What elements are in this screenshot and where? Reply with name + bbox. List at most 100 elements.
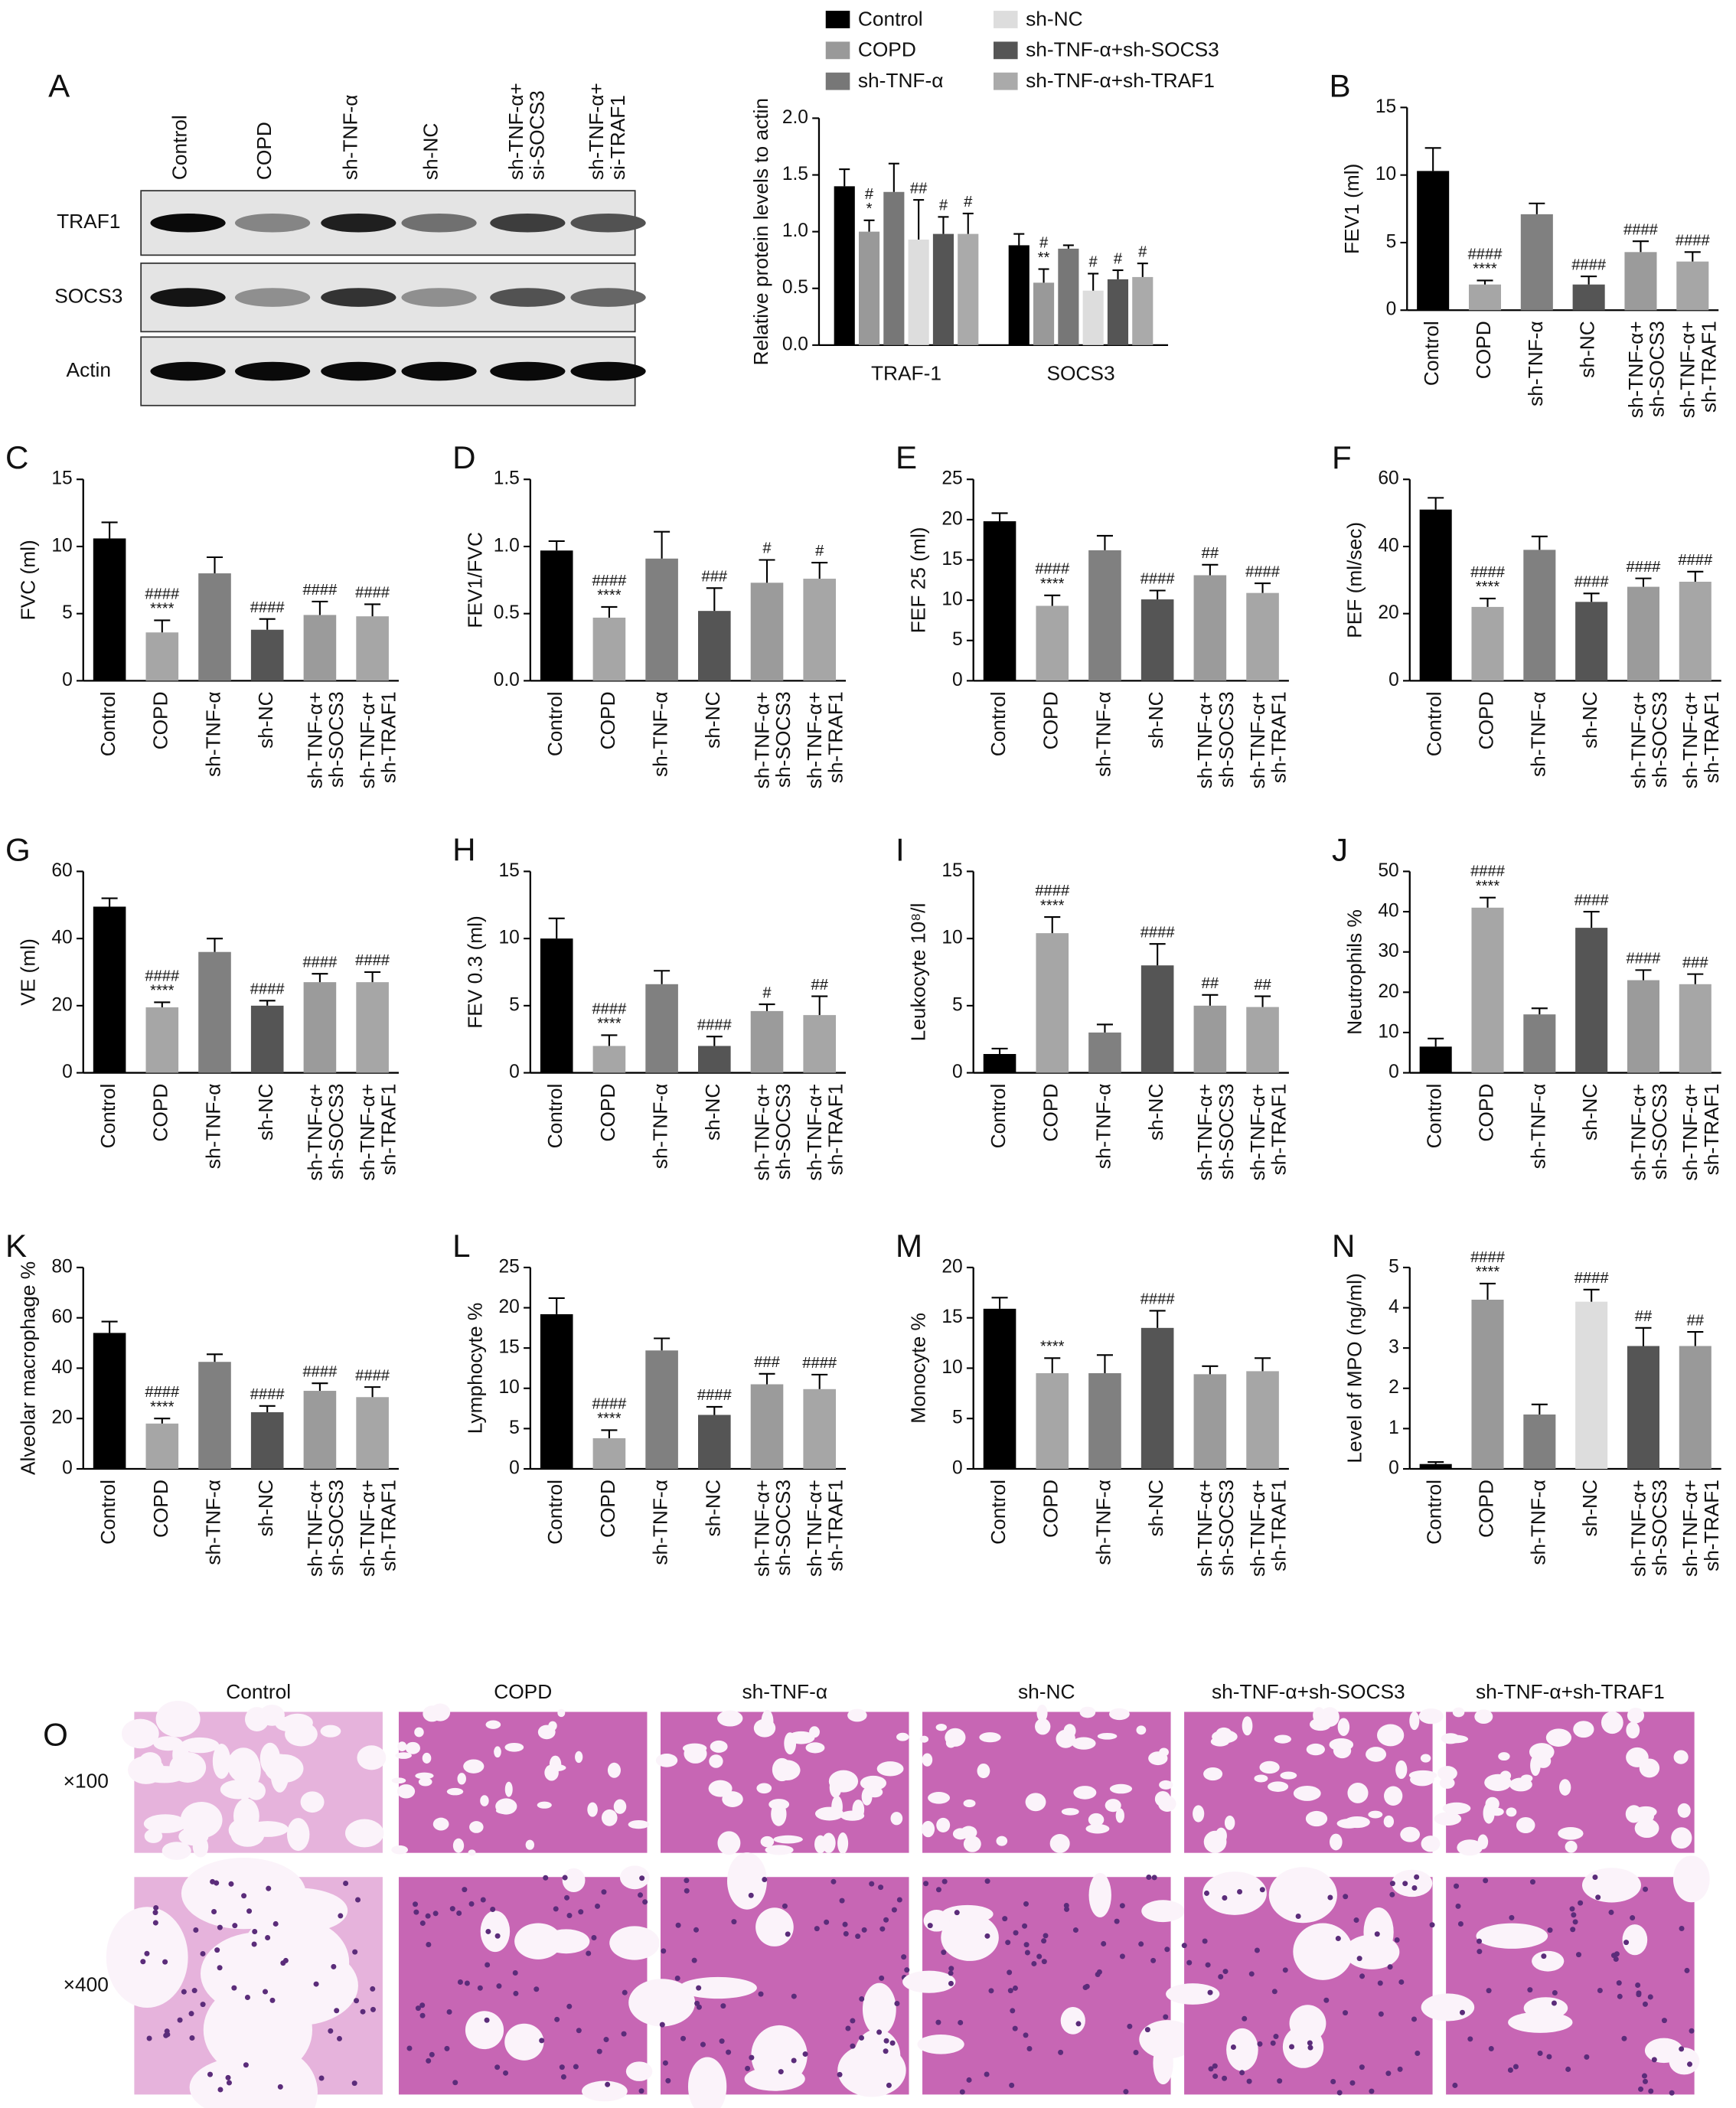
bar bbox=[1627, 586, 1659, 681]
alveolus bbox=[446, 1787, 464, 1796]
alveolus bbox=[765, 1845, 794, 1855]
nucleus bbox=[1031, 1960, 1037, 1966]
nucleus bbox=[1679, 2046, 1685, 2052]
nucleus bbox=[1164, 1946, 1170, 1953]
nucleus bbox=[601, 1889, 607, 1895]
alveolus bbox=[679, 1976, 757, 1999]
nucleus bbox=[1012, 1985, 1018, 1991]
x-tick-label: COPD bbox=[1039, 691, 1062, 749]
alveolus bbox=[494, 1746, 501, 1758]
alveolus bbox=[397, 1741, 407, 1752]
bar bbox=[803, 579, 837, 681]
alveolus bbox=[139, 1752, 162, 1772]
y-tick-label: 5 bbox=[1386, 231, 1397, 252]
y-axis-label: Alveolar macrophage % bbox=[17, 1261, 40, 1475]
x-tick-label: sh-TNF-α+sh-TRAF1 bbox=[356, 691, 400, 788]
bar bbox=[983, 1054, 1016, 1073]
nucleus bbox=[226, 2080, 232, 2086]
y-axis-label: Relative protein levels to actin bbox=[749, 98, 772, 365]
y-axis-label: Neutrophils % bbox=[1343, 909, 1366, 1035]
x-tick-label: sh-TNF-α+sh-SOCS3 bbox=[1193, 1084, 1238, 1181]
nucleus bbox=[188, 2011, 194, 2017]
nucleus bbox=[1385, 2070, 1392, 2077]
y-tick-label: 40 bbox=[51, 928, 72, 948]
micrograph bbox=[655, 1708, 909, 1855]
alveolus bbox=[935, 1724, 947, 1731]
nucleus bbox=[217, 1965, 223, 1971]
nucleus bbox=[334, 2008, 340, 2014]
bar bbox=[1471, 1299, 1504, 1470]
nucleus bbox=[534, 1986, 540, 1992]
bar bbox=[1082, 290, 1104, 345]
alveolus bbox=[1305, 1810, 1328, 1827]
alveolus bbox=[504, 2023, 544, 2061]
significance-label: ## bbox=[1202, 975, 1219, 992]
alveolus bbox=[979, 1732, 1001, 1743]
nucleus bbox=[1661, 2018, 1667, 2024]
y-tick-label: 20 bbox=[941, 1256, 962, 1277]
alveolus bbox=[861, 1787, 873, 1806]
y-tick-label: 15 bbox=[499, 860, 520, 881]
nucleus bbox=[1246, 2078, 1252, 2084]
bar bbox=[645, 1350, 678, 1470]
nucleus bbox=[1151, 1875, 1157, 1881]
alveolus bbox=[1671, 1827, 1692, 1849]
bar bbox=[1036, 605, 1069, 681]
y-tick-label: 40 bbox=[51, 1357, 72, 1378]
nucleus bbox=[419, 2002, 426, 2008]
bar bbox=[1520, 214, 1553, 311]
alveolus bbox=[480, 1911, 511, 1953]
alveolus bbox=[1410, 1773, 1434, 1787]
significance-label: #### bbox=[1623, 221, 1659, 238]
nucleus bbox=[1259, 1887, 1265, 1893]
nucleus bbox=[496, 1983, 502, 1989]
nucleus bbox=[586, 1950, 592, 1956]
nucleus bbox=[1043, 1933, 1049, 1939]
bar bbox=[1417, 171, 1450, 311]
x-tick-label: COPD bbox=[149, 1480, 172, 1538]
nucleus bbox=[1242, 2015, 1248, 2022]
x-tick-label: sh-TNF-α+sh-SOCS3 bbox=[303, 691, 348, 788]
nucleus bbox=[1477, 1949, 1483, 1955]
x-tick-label: sh-TNF-α+sh-TRAF1 bbox=[1679, 691, 1723, 788]
alveolus bbox=[233, 1798, 259, 1834]
y-tick-label: 5 bbox=[952, 629, 963, 650]
alveolus bbox=[415, 1772, 434, 1780]
alveolus bbox=[1476, 1923, 1548, 1949]
x-tick-label: TRAF-1 bbox=[871, 361, 941, 384]
alveolus bbox=[773, 1835, 803, 1844]
alveolus bbox=[1477, 1834, 1489, 1849]
nucleus bbox=[244, 1994, 250, 2000]
alveolus bbox=[1545, 1728, 1572, 1747]
alveolus bbox=[1259, 1760, 1280, 1774]
nucleus bbox=[1378, 2011, 1384, 2017]
x-tick-label: sh-TNF-α+sh-TRAF1 bbox=[356, 1480, 400, 1577]
nucleus bbox=[1679, 1926, 1685, 1932]
lane-label: sh-TNF-α+si-SOCS3 bbox=[504, 83, 549, 180]
blot-band bbox=[401, 361, 477, 381]
y-tick-label: 5 bbox=[509, 1418, 520, 1438]
alveolus bbox=[1320, 1707, 1340, 1727]
alveolus bbox=[162, 1842, 191, 1860]
nucleus bbox=[576, 2028, 582, 2034]
y-tick-label: 4 bbox=[1388, 1297, 1399, 1317]
nucleus bbox=[1146, 1875, 1152, 1881]
alveolus bbox=[847, 1708, 867, 1722]
y-tick-label: 1.5 bbox=[782, 164, 808, 184]
significance-label: #### bbox=[1470, 564, 1506, 581]
nucleus bbox=[1486, 1988, 1492, 1994]
alveolus bbox=[244, 1707, 269, 1732]
alveolus bbox=[1368, 1810, 1383, 1819]
nucleus bbox=[1459, 2009, 1465, 2015]
y-tick-label: 1.0 bbox=[494, 535, 520, 556]
alveolus bbox=[143, 1814, 188, 1833]
nucleus bbox=[1595, 1894, 1601, 1901]
y-tick-label: 30 bbox=[1378, 941, 1398, 961]
significance-label: #### bbox=[697, 1387, 733, 1404]
y-tick-label: 5 bbox=[509, 994, 520, 1015]
nucleus bbox=[720, 2003, 726, 2009]
micrograph bbox=[121, 1700, 387, 1860]
nucleus bbox=[370, 1986, 376, 1992]
alveolus bbox=[840, 1810, 865, 1821]
